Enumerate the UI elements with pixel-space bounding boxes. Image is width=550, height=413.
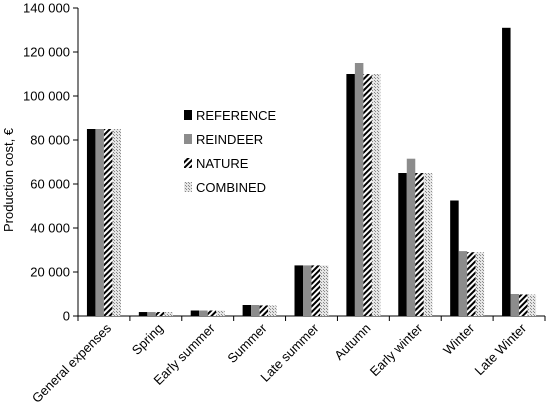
bar-reference-late-winter (502, 27, 511, 317)
bar-reference-winter (450, 200, 459, 316)
bar-reindeer-general-expenses (95, 129, 104, 316)
bar-reindeer-early-summer (199, 310, 208, 316)
legend-swatch-reference (184, 110, 192, 120)
y-tick-label: 80 000 (30, 133, 70, 148)
bar-reference-spring (138, 312, 148, 316)
bar-reindeer-summer (251, 305, 260, 316)
legend-label-reference: REFERENCE (196, 108, 277, 123)
bar-nature-summer (259, 305, 269, 316)
legend-label-combined: COMBINED (196, 180, 266, 195)
y-tick-label: 60 000 (30, 177, 70, 192)
bar-reference-late-summer (294, 265, 303, 316)
bar-combined-autumn (371, 74, 381, 316)
bar-nature-general-expenses (103, 129, 113, 316)
bar-nature-late-summer (311, 265, 320, 316)
y-tick-label: 20 000 (30, 265, 70, 280)
bar-combined-general-expenses (112, 129, 121, 316)
bar-nature-autumn (363, 74, 372, 316)
bar-nature-early-winter (415, 173, 424, 316)
y-tick-label: 40 000 (30, 221, 70, 236)
x-tick-label-early-winter: Early winter (367, 320, 426, 379)
y-tick-label: 120 000 (23, 45, 70, 60)
bar-combined-winter (475, 252, 485, 316)
bar-combined-late-winter (527, 294, 537, 316)
bar-reference-early-summer (190, 310, 200, 316)
legend: REFERENCE REINDEER NATURE COMBINED (184, 108, 277, 195)
x-tick-label-spring: Spring (129, 321, 166, 358)
bar-nature-spring (155, 312, 165, 316)
legend-swatch-nature (184, 158, 192, 168)
bar-nature-winter (467, 252, 476, 316)
y-axis-title: Production cost, € (1, 127, 16, 232)
legend-label-nature: NATURE (196, 156, 249, 171)
bar-reindeer-early-winter (406, 158, 416, 316)
bar-nature-early-summer (207, 310, 217, 316)
y-tick-label: 140 000 (23, 1, 70, 16)
bar-reindeer-autumn (354, 63, 364, 316)
bar-combined-late-summer (320, 265, 329, 316)
bar-reindeer-spring (147, 312, 156, 316)
bar-reference-early-winter (398, 173, 407, 316)
bar-reindeer-late-winter (510, 294, 520, 316)
x-tick-label-general-expenses: General expenses (29, 320, 115, 406)
bar-reindeer-winter (458, 251, 468, 316)
x-tick-label-late-winter: Late Winter (472, 320, 530, 378)
bar-reference-summer (242, 305, 252, 316)
legend-swatch-reindeer (184, 134, 192, 144)
x-tick-label-autumn: Autumn (331, 321, 373, 363)
bar-reference-autumn (346, 74, 355, 316)
legend-swatch-combined (184, 182, 192, 192)
y-tick-label: 0 (63, 309, 70, 324)
bar-nature-late-winter (519, 294, 528, 316)
y-tick-label: 100 000 (23, 89, 70, 104)
x-tick-label-summer: Summer (224, 320, 270, 366)
y-axis: 0 20 000 40 000 60 000 80 000 100 000 120 000 1… (23, 1, 79, 324)
bars (86, 27, 537, 317)
bar-combined-early-winter (423, 173, 433, 316)
bar-reindeer-late-summer (303, 265, 312, 316)
bar-combined-early-summer (216, 310, 225, 316)
bar-combined-summer (268, 305, 277, 316)
legend-label-reindeer: REINDEER (196, 132, 263, 147)
bar-reference-general-expenses (86, 129, 96, 316)
x-tick-label-winter: Winter (440, 320, 478, 358)
bar-combined-spring (164, 312, 173, 316)
